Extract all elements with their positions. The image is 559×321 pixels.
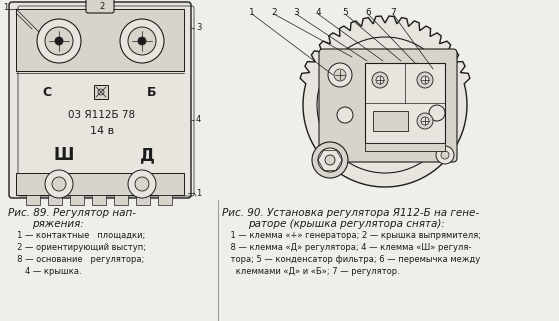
- Text: 6: 6: [365, 8, 371, 17]
- FancyBboxPatch shape: [86, 0, 114, 13]
- Text: раторе (крышка регулятора снята):: раторе (крышка регулятора снята):: [248, 219, 445, 229]
- Circle shape: [138, 37, 146, 45]
- Text: 5: 5: [342, 8, 348, 17]
- Bar: [26, 195, 40, 205]
- FancyBboxPatch shape: [9, 2, 191, 198]
- Text: 1 — контактные   площадки;: 1 — контактные площадки;: [4, 231, 145, 240]
- Circle shape: [317, 37, 453, 173]
- Text: клеммами «Д» и «Б»; 7 — регулятор.: клеммами «Д» и «Б»; 7 — регулятор.: [220, 267, 400, 276]
- Text: 8 — основание   регулятора;: 8 — основание регулятора;: [4, 255, 144, 264]
- Bar: [136, 195, 150, 205]
- Text: Рис. 90. Установка регулятора Я112-Б на гене-: Рис. 90. Установка регулятора Я112-Б на …: [222, 208, 479, 218]
- Circle shape: [421, 76, 429, 84]
- Text: ряжения:: ряжения:: [32, 219, 84, 229]
- Text: 03 Я112Б 78: 03 Я112Б 78: [68, 110, 136, 120]
- Text: тора; 5 — конденсатор фильтра; 6 — перемычка между: тора; 5 — конденсатор фильтра; 6 — перем…: [220, 255, 480, 264]
- Text: 2: 2: [271, 8, 277, 17]
- Bar: [158, 195, 172, 205]
- Text: 3: 3: [196, 23, 201, 32]
- Bar: [16, 9, 184, 71]
- Bar: [94, 85, 108, 99]
- Circle shape: [417, 113, 433, 129]
- Text: Рис. 89. Регулятор нап-: Рис. 89. Регулятор нап-: [8, 208, 136, 218]
- Text: Б: Б: [147, 86, 157, 100]
- Text: 1 — клемма «+» генератора; 2 — крышка выпрямителя;: 1 — клемма «+» генератора; 2 — крышка вы…: [220, 231, 481, 240]
- Circle shape: [52, 177, 66, 191]
- Text: 7: 7: [390, 8, 396, 17]
- Text: 8 — клемма «Д» регулятора; 4 — клемма «Ш» регуля-: 8 — клемма «Д» регулятора; 4 — клемма «Ш…: [220, 243, 471, 252]
- Circle shape: [441, 151, 449, 159]
- Circle shape: [376, 76, 384, 84]
- Bar: [92, 195, 106, 205]
- Text: 2: 2: [100, 2, 105, 11]
- Circle shape: [417, 72, 433, 88]
- Circle shape: [45, 170, 73, 198]
- Bar: [114, 195, 128, 205]
- Bar: [365, 143, 445, 151]
- Text: 3: 3: [293, 8, 299, 17]
- Circle shape: [372, 72, 388, 88]
- Bar: [70, 195, 84, 205]
- Text: 1: 1: [3, 4, 8, 13]
- Circle shape: [120, 19, 164, 63]
- Circle shape: [436, 146, 454, 164]
- Circle shape: [312, 142, 348, 178]
- Bar: [373, 111, 408, 131]
- Circle shape: [45, 27, 73, 55]
- Text: 1: 1: [196, 188, 201, 197]
- Text: Ш: Ш: [54, 146, 74, 164]
- FancyBboxPatch shape: [319, 49, 457, 162]
- Text: 1: 1: [249, 8, 255, 17]
- Text: Д: Д: [140, 146, 154, 164]
- Text: 2 — ориентирующий выступ;: 2 — ориентирующий выступ;: [4, 243, 146, 252]
- Circle shape: [328, 63, 352, 87]
- Bar: [48, 195, 62, 205]
- Circle shape: [334, 69, 346, 81]
- Circle shape: [37, 19, 81, 63]
- Circle shape: [325, 155, 335, 165]
- Circle shape: [128, 27, 156, 55]
- Circle shape: [429, 105, 445, 121]
- Circle shape: [421, 117, 429, 125]
- Polygon shape: [300, 16, 470, 187]
- Circle shape: [128, 170, 156, 198]
- Circle shape: [337, 107, 353, 123]
- Bar: [365, 63, 445, 143]
- Text: 4 — крышка.: 4 — крышка.: [4, 267, 82, 276]
- Bar: [16, 173, 184, 195]
- Text: С: С: [42, 86, 51, 100]
- Circle shape: [318, 148, 342, 172]
- Text: 14 в: 14 в: [90, 126, 114, 136]
- Circle shape: [55, 37, 63, 45]
- Circle shape: [135, 177, 149, 191]
- Text: 4: 4: [315, 8, 321, 17]
- Text: 4: 4: [196, 116, 201, 125]
